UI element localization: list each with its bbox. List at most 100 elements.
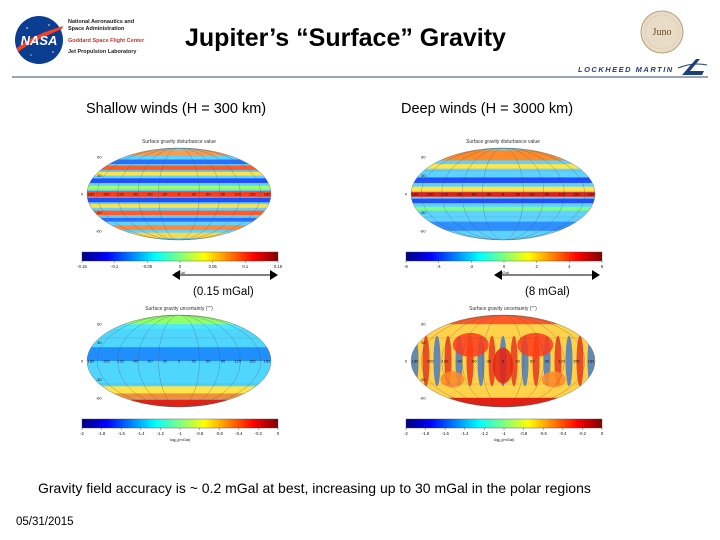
colorbar-tick-label: -1.4	[137, 431, 145, 436]
shallow-winds-gravity-map: 180 -150 -120 -90 -60 -30 0 30 60 90 120 150 180 60 30…	[76, 136, 286, 286]
longitude-tick-label: 30	[515, 359, 520, 364]
longitude-tick-label: -30	[485, 192, 492, 197]
latitude-tick-label: 0	[405, 359, 408, 364]
nasa-logo: NASA	[15, 16, 63, 64]
latitude-tick-label: 60	[97, 155, 102, 160]
longitude-tick-label: 60	[206, 192, 211, 197]
colorbar-tick-label: -1.6	[118, 431, 126, 436]
longitude-tick-label: -90	[132, 359, 139, 364]
agency-block: National Aeronautics and Space Administr…	[68, 19, 144, 56]
colorbar-tick-label: -1	[502, 431, 506, 436]
colorbar-tick-label: -1	[178, 431, 182, 436]
longitude-tick-label: 0	[502, 359, 505, 364]
colorbar-tick-label: -0.6	[216, 431, 224, 436]
goddard-label: Goddard Space Flight Center	[68, 38, 145, 44]
longitude-tick-label: 120	[558, 192, 565, 197]
map-title: Surface gravity uncertainty (′′′′)	[469, 306, 537, 312]
longitude-tick-label: 60	[530, 359, 535, 364]
map-title: Surface gravity uncertainty (′′′′)	[145, 306, 213, 312]
longitude-tick-label: 90	[221, 192, 226, 197]
longitude-tick-label: 30	[191, 359, 196, 364]
colorbar-tick-label: -2	[404, 431, 408, 436]
colorbar-tick-label: -4	[437, 264, 441, 269]
longitude-tick-label: -150	[426, 192, 435, 197]
colorbar-unit-label: mGal	[175, 270, 185, 275]
colorbar-unit-label: mGal	[499, 270, 509, 275]
longitude-tick-label: 150	[573, 359, 580, 364]
latitude-tick-label: 60	[97, 322, 102, 327]
latitude-tick-label: 30	[421, 340, 426, 345]
longitude-tick-label: -120	[440, 359, 449, 364]
latitude-tick-label: 0	[405, 192, 408, 197]
latitude-tick-label: 30	[97, 340, 102, 345]
latitude-tick-label: 0	[81, 359, 84, 364]
longitude-tick-label: -30	[485, 359, 492, 364]
latitude-tick-label: -30	[420, 377, 427, 382]
colorbar-tick-label: 0.1	[242, 264, 248, 269]
longitude-tick-label: 150	[573, 192, 580, 197]
right-range-arrow	[494, 270, 600, 280]
colorbar-tick-label: 0	[179, 264, 182, 269]
colorbar-tick-label: -1.8	[422, 431, 430, 436]
longitude-tick-label: 150	[249, 192, 256, 197]
longitude-tick-label: 180	[412, 192, 419, 197]
shallow-winds-uncertainty-map: 180 -150 -120 -90 -60 -30 0 30 60 90 120 150 180 60 30…	[76, 303, 286, 453]
longitude-tick-label: 120	[234, 192, 241, 197]
longitude-tick-label: -60	[147, 359, 154, 364]
colorbar-tick-label: -2	[469, 264, 473, 269]
colorbar-tick-label: 4	[568, 264, 571, 269]
latitude-tick-label: 0	[81, 192, 84, 197]
colorbar-tick-label: -1.2	[157, 431, 165, 436]
colorbar-tick-label: -1.4	[461, 431, 469, 436]
map-title: Surface gravity disturbance value	[466, 139, 540, 145]
longitude-tick-label: 60	[530, 192, 535, 197]
longitude-tick-label: -60	[471, 192, 478, 197]
colorbar-tick-label: -0.05	[143, 264, 153, 269]
longitude-tick-label: -120	[116, 192, 125, 197]
colorbar-tick-label: -0.2	[255, 431, 263, 436]
lockheed-martin-logo: LOCKHEED MARTIN	[578, 59, 708, 75]
longitude-tick-label: -60	[471, 359, 478, 364]
colorbar-tick-label: -0.15	[77, 264, 87, 269]
longitude-tick-label: 0	[502, 192, 505, 197]
longitude-tick-label: -90	[132, 192, 139, 197]
longitude-tick-label: 0	[178, 192, 181, 197]
longitude-tick-label: 120	[234, 359, 241, 364]
latitude-tick-label: 60	[421, 322, 426, 327]
colorbar-tick-label: -0.8	[520, 431, 528, 436]
latitude-tick-label: -60	[420, 395, 427, 400]
colorbar-tick-label: -0.2	[579, 431, 587, 436]
latitude-tick-label: -60	[96, 228, 103, 233]
colorbar-tick-label: 6	[601, 264, 604, 269]
map-title: Surface gravity disturbance value	[142, 139, 216, 145]
colorbar-tick-label: 0	[601, 431, 604, 436]
longitude-tick-label: -30	[161, 192, 168, 197]
agency-line-1: National Aeronautics and	[68, 19, 135, 25]
latitude-tick-label: 60	[421, 155, 426, 160]
latitude-tick-label: -60	[420, 228, 427, 233]
longitude-tick-label: 180	[88, 359, 95, 364]
longitude-tick-label: 180	[264, 359, 271, 364]
longitude-tick-label: -90	[456, 192, 463, 197]
longitude-tick-label: -30	[161, 359, 168, 364]
lm-logo-text: LOCKHEED MARTIN	[578, 65, 674, 74]
nasa-logo-text: NASA	[21, 33, 58, 48]
header-divider	[12, 76, 708, 78]
latitude-tick-label: -30	[96, 210, 103, 215]
latitude-tick-label: -30	[420, 210, 427, 215]
slide-title: Jupiter’s “Surface” Gravity	[185, 24, 506, 52]
longitude-tick-label: -150	[102, 359, 111, 364]
deep-winds-gravity-map: 180 -150 -120 -90 -60 -30 0 30 60 90 120 150 180 60 30…	[400, 136, 610, 286]
longitude-tick-label: 180	[264, 192, 271, 197]
jpl-label: Jet Propulsion Laboratory	[68, 49, 137, 55]
deep-winds-heading: Deep winds (H = 3000 km)	[401, 101, 574, 117]
longitude-tick-label: 150	[249, 359, 256, 364]
longitude-tick-label: 180	[412, 359, 419, 364]
colorbar-tick-label: -0.6	[540, 431, 548, 436]
longitude-tick-label: 0	[178, 359, 181, 364]
colorbar-tick-label: 0	[503, 264, 506, 269]
agency-line-2: Space Administration	[68, 26, 125, 32]
colorbar-tick-label: -0.4	[559, 431, 567, 436]
longitude-tick-label: -120	[440, 192, 449, 197]
left-range-annotation: (0.15 mGal)	[193, 286, 254, 298]
